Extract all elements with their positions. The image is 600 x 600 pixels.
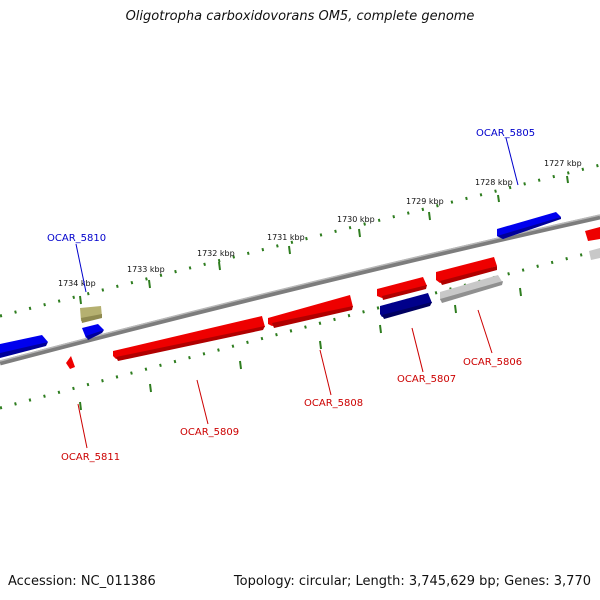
gene-right-edge-grey[interactable]	[589, 248, 600, 260]
label-ocar-5805[interactable]: OCAR_5805	[476, 128, 535, 139]
genome-title: Oligotropha carboxidovorans OM5, complet…	[125, 9, 475, 24]
kbp-label-1731: 1731 kbp	[267, 233, 305, 242]
kbp-label-1733: 1733 kbp	[127, 265, 165, 274]
kbp-label-1730: 1730 kbp	[337, 215, 375, 224]
label-ocar-5809[interactable]: OCAR_5809	[180, 427, 239, 438]
inner-major-ticks	[79, 287, 522, 411]
leader-ocar-5805	[505, 137, 519, 186]
leader-ocar-5806	[477, 309, 493, 354]
accession-text: Accession: NC_011386	[8, 574, 156, 589]
kbp-label-1728: 1728 kbp	[475, 178, 513, 187]
gene-blue-small[interactable]	[82, 324, 104, 340]
gene-ocar-5805[interactable]	[497, 212, 561, 239]
leader-ocar-5808	[319, 349, 332, 396]
topology-text: Topology: circular; Length: 3,745,629 bp…	[233, 574, 591, 589]
gene-blue-left[interactable]	[0, 335, 48, 358]
gene-right-edge-red[interactable]	[585, 227, 600, 241]
gene-ocar-5809[interactable]	[113, 316, 265, 361]
gene-ocar-5806-red[interactable]	[436, 257, 497, 285]
leader-ocar-5809	[196, 379, 209, 425]
genome-backbone	[0, 214, 600, 366]
outer-major-ticks	[79, 175, 569, 305]
label-ocar-5811[interactable]: OCAR_5811	[61, 452, 120, 463]
label-ocar-5810[interactable]: OCAR_5810	[47, 233, 106, 244]
leader-ocar-5810	[75, 243, 87, 293]
gene-ocar-5808[interactable]	[268, 295, 353, 328]
gene-ocar-5807[interactable]	[380, 293, 432, 319]
label-ocar-5806[interactable]: OCAR_5806	[463, 357, 522, 368]
label-ocar-5807[interactable]: OCAR_5807	[397, 374, 456, 385]
kbp-label-1729: 1729 kbp	[406, 197, 444, 206]
label-ocar-5808[interactable]: OCAR_5808	[304, 398, 363, 409]
leader-ocar-5811	[77, 403, 88, 449]
kbp-label-1732: 1732 kbp	[197, 249, 235, 258]
gene-ocar-5806[interactable]	[440, 275, 503, 303]
leader-ocar-5807	[411, 327, 424, 373]
gene-ocar-5810[interactable]	[80, 306, 102, 323]
kbp-label-1734: 1734 kbp	[58, 279, 96, 288]
gene-ocar-5811[interactable]	[66, 356, 75, 369]
gene-red-5807-top[interactable]	[377, 277, 427, 300]
kbp-label-1727: 1727 kbp	[544, 159, 582, 168]
